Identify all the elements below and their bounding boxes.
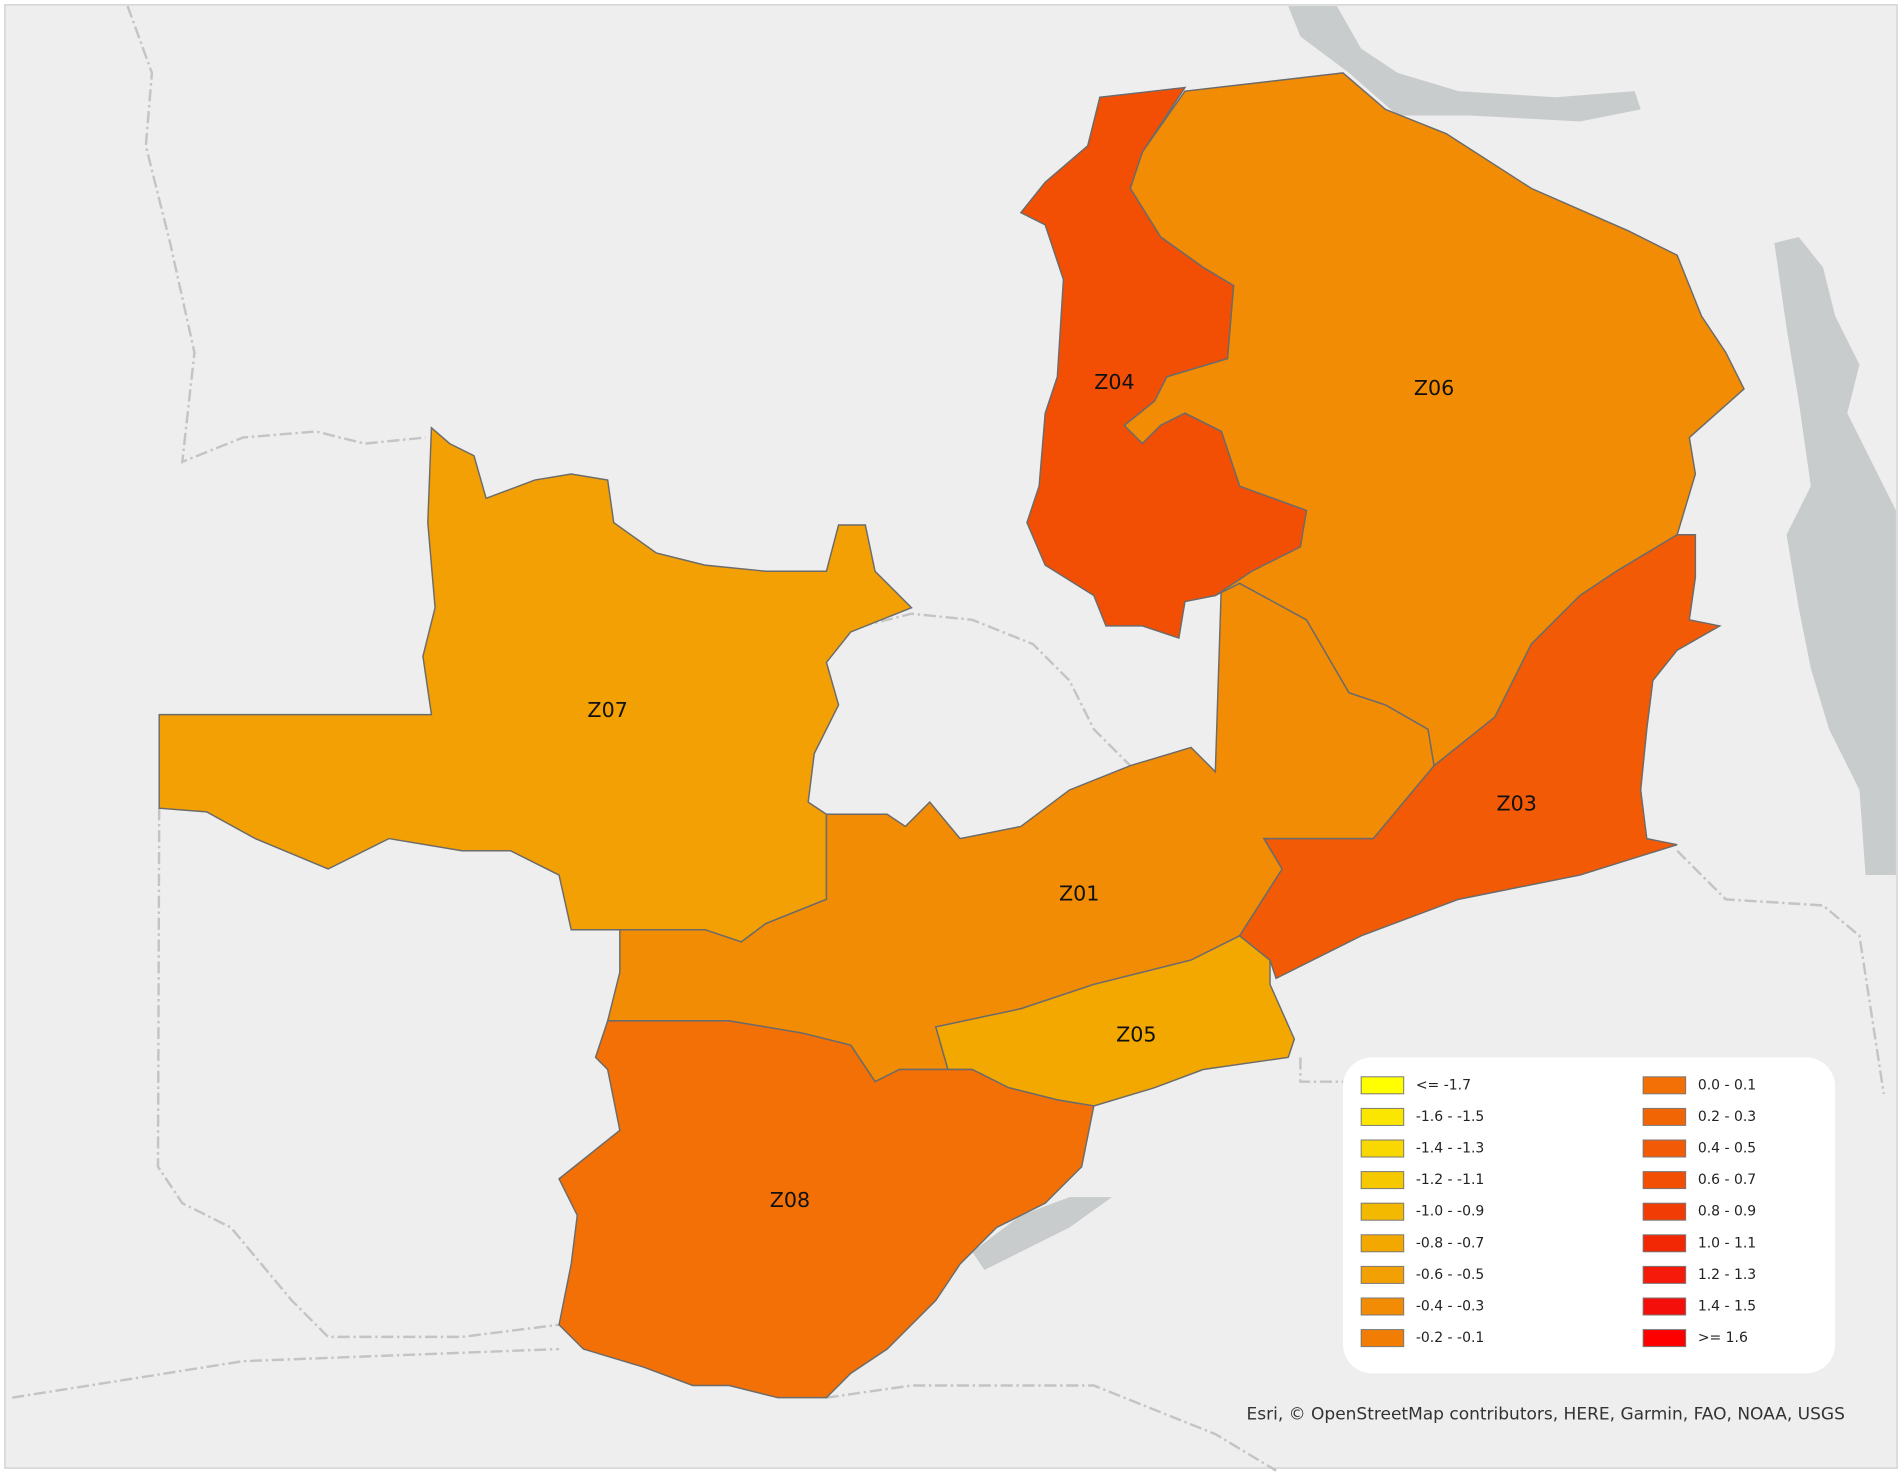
legend-label: 0.8 - 0.9 [1698,1204,1756,1220]
basemap-features [11,5,1896,1472]
legend-label: -0.4 - -0.3 [1416,1298,1484,1314]
region[interactable] [158,426,913,943]
legend-label: 1.2 - 1.3 [1698,1267,1756,1283]
legend-label: -0.8 - -0.7 [1416,1235,1484,1251]
border [11,1347,1277,1472]
legend-items: <= -1.7 -1.6 - -1.5 -1.4 - -1.3 -1.2 - -1.1… [1360,1076,1756,1348]
legend [1342,1057,1836,1374]
legend-swatch [1642,1234,1687,1253]
legend-swatch [1360,1202,1405,1221]
attribution: Esri, © OpenStreetMap contributors, HERE… [1247,1405,1845,1425]
legend-label: 1.4 - 1.5 [1698,1298,1756,1314]
legend-label: -1.2 - -1.1 [1416,1172,1484,1188]
legend-label: -1.0 - -0.9 [1416,1204,1484,1220]
region-label: Z03 [1497,792,1537,816]
legend-swatch [1642,1139,1687,1158]
region-label: Z07 [587,698,627,722]
legend-label: 0.0 - 0.1 [1698,1077,1756,1093]
legend-label: 0.4 - 0.5 [1698,1141,1756,1157]
region[interactable] [1019,86,1308,640]
regions [158,72,1745,1399]
lake [972,1197,1113,1271]
legend-swatch [1360,1139,1405,1158]
legend-label: -1.6 - -1.5 [1416,1109,1484,1125]
region-label: Z01 [1059,881,1099,905]
region-label: Z08 [770,1188,810,1212]
region-label: Z04 [1094,370,1134,394]
legend-label: 0.6 - 0.7 [1698,1172,1756,1188]
border [1299,1057,1343,1083]
legend-swatch [1642,1076,1687,1095]
legend-label: -0.6 - -0.5 [1416,1267,1484,1283]
region[interactable] [1238,534,1722,980]
legend-swatch [1360,1076,1405,1095]
border [1676,849,1885,1094]
border [126,5,426,464]
legend-label: <= -1.7 [1416,1077,1471,1093]
legend-swatch [1642,1171,1687,1190]
region-label: Z06 [1414,376,1454,400]
legend-label: >= 1.6 [1698,1330,1748,1346]
legend-swatch [1360,1234,1405,1253]
legend-swatch [1360,1265,1405,1284]
legend-swatch [1360,1297,1405,1316]
legend-label: -1.4 - -1.3 [1416,1141,1484,1157]
border [838,612,1132,767]
legend-swatch [1360,1171,1405,1190]
legend-label: 0.2 - 0.3 [1698,1109,1756,1125]
legend-swatch [1360,1329,1405,1348]
lake [1774,236,1896,876]
legend-label: -0.2 - -0.1 [1416,1330,1484,1346]
legend-swatch [1642,1297,1687,1316]
legend-swatch [1642,1202,1687,1221]
region[interactable] [558,1020,1095,1399]
legend-swatch [1642,1265,1687,1284]
legend-swatch [1642,1329,1687,1348]
region-label: Z05 [1116,1022,1156,1046]
border [156,808,560,1339]
legend-swatch [1360,1107,1405,1126]
region-labels: Z07 Z01 Z05 Z08 Z06 Z04 Z03 [587,370,1537,1212]
lake [1288,6,1641,122]
legend-swatch [1642,1107,1687,1126]
legend-label: 1.0 - 1.1 [1698,1235,1756,1251]
